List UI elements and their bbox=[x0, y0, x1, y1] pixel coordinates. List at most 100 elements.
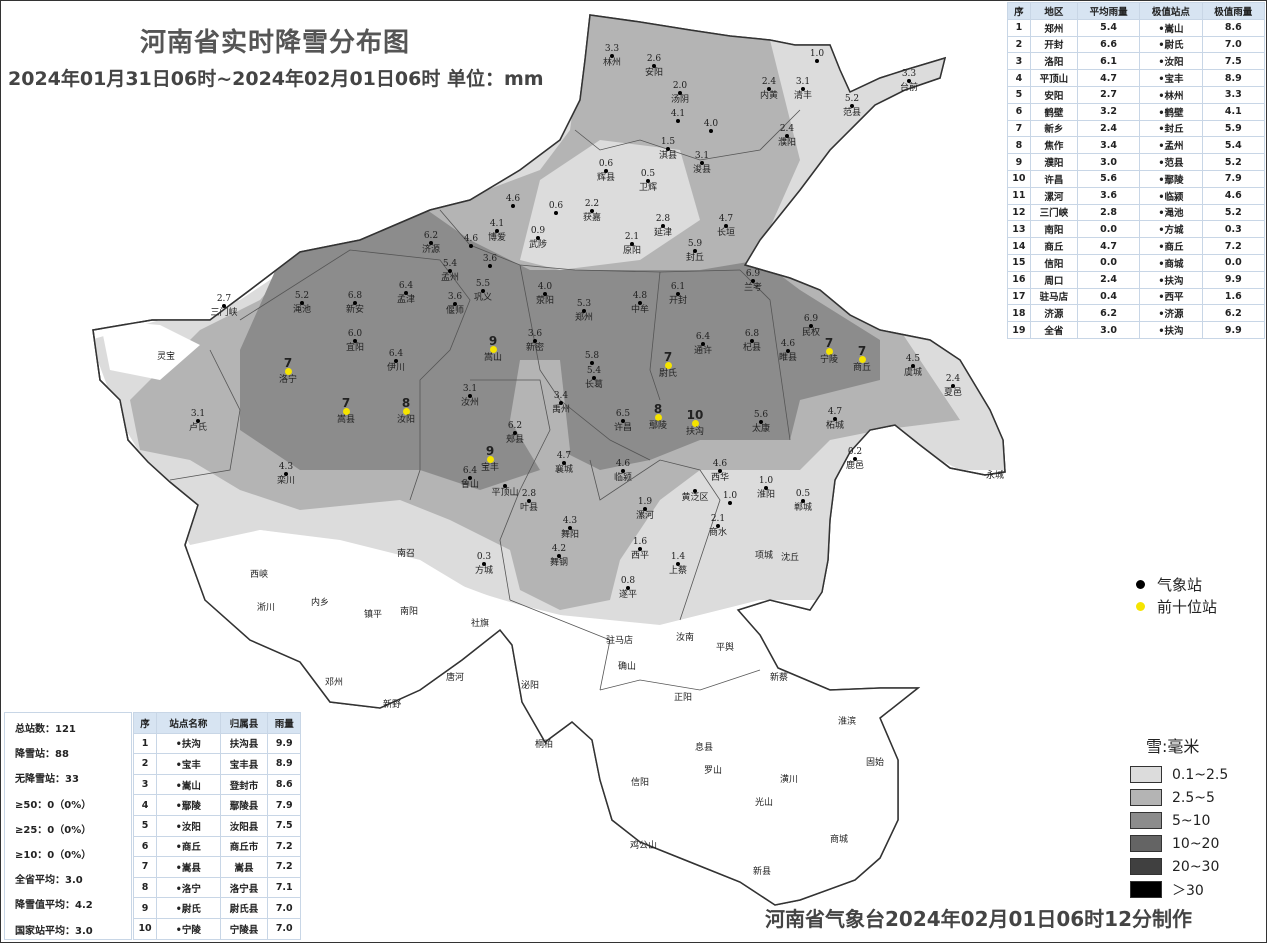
place-label: 南召 bbox=[397, 549, 416, 559]
legend-label: 气象站 bbox=[1157, 575, 1203, 594]
station-dot-icon bbox=[850, 104, 854, 108]
top-station-marker: 7 商丘 bbox=[842, 345, 882, 373]
station-name: 尉氏 bbox=[658, 369, 677, 379]
station-dot-icon bbox=[678, 91, 682, 95]
place-label: 汝南 bbox=[676, 633, 695, 643]
column-header: 雨量 bbox=[267, 712, 301, 734]
station-value: 5.4 bbox=[586, 366, 602, 376]
station-legend: 气象站 前十位站 bbox=[1136, 573, 1217, 617]
table-row: 14 商丘 4.7 •商丘 7.2 bbox=[1007, 237, 1266, 255]
station-marker: 2.7 三门峡 bbox=[204, 294, 244, 318]
station-name: 许昌 bbox=[613, 423, 632, 433]
station-marker: 3.1 卢氏 bbox=[178, 409, 218, 433]
station-name: 浚县 bbox=[692, 165, 711, 175]
table-cell: 商丘市 bbox=[219, 835, 269, 858]
station-dot-icon bbox=[536, 236, 540, 240]
station-value: 5.2 bbox=[844, 94, 860, 104]
station-value: 9 bbox=[485, 444, 495, 458]
legend-swatch bbox=[1130, 812, 1162, 829]
table-row: 6 •商丘 商丘市 7.2 bbox=[132, 835, 301, 858]
table-cell: 0.0 bbox=[1076, 253, 1141, 272]
table-row: 13 南阳 0.0 •方城 0.3 bbox=[1007, 220, 1266, 239]
place-label: 灵宝 bbox=[157, 352, 176, 362]
table-cell: •汝阳 bbox=[156, 814, 221, 837]
table-cell: 三门峡 bbox=[1029, 203, 1078, 222]
table-cell: 0.4 bbox=[1076, 287, 1141, 306]
column-header: 地区 bbox=[1029, 2, 1078, 20]
table-cell: 7.2 bbox=[267, 835, 301, 858]
station-marker: 4.7 襄城 bbox=[544, 451, 584, 475]
station-value: 6.9 bbox=[745, 269, 761, 279]
snow-legend: 雪:毫米 0.1~2.5 2.5~5 5~10 10~20 20~30 ＞30 bbox=[1130, 733, 1228, 901]
table-cell: 6.2 bbox=[1076, 304, 1141, 323]
station-marker: 4.8 中牟 bbox=[620, 291, 660, 315]
station-dot-icon bbox=[196, 419, 200, 423]
table-cell: 1 bbox=[132, 732, 158, 755]
table-cell: 4 bbox=[1007, 69, 1031, 87]
station-dot-icon bbox=[801, 87, 805, 91]
station-dot-icon bbox=[701, 342, 705, 346]
station-value: 0.5 bbox=[640, 169, 656, 179]
station-value: 5.3 bbox=[576, 299, 592, 309]
station-value: 3.3 bbox=[604, 44, 620, 54]
table-row: 7 新乡 2.4 •封丘 5.9 bbox=[1007, 119, 1266, 138]
table-cell: 南阳 bbox=[1029, 220, 1078, 239]
station-dot-icon bbox=[562, 461, 566, 465]
station-name: 平顶山 bbox=[491, 488, 519, 498]
top-station-dot-icon bbox=[1136, 601, 1145, 611]
station-dot-icon bbox=[300, 301, 304, 305]
station-dot-icon bbox=[652, 64, 656, 68]
station-name: 安阳 bbox=[644, 68, 663, 78]
station-name: 方城 bbox=[474, 566, 493, 576]
page-subtitle: 2024年01月31日06时~2024年02月01日06时 单位：mm bbox=[8, 68, 544, 90]
station-name: 漯河 bbox=[635, 511, 654, 521]
station-name: 虞城 bbox=[903, 368, 922, 378]
table-cell: 12 bbox=[1007, 203, 1031, 222]
table-cell: 尉氏县 bbox=[219, 897, 269, 919]
station-value: 2.8 bbox=[521, 489, 537, 499]
table-cell: 新乡 bbox=[1029, 119, 1078, 138]
station-dot-icon bbox=[482, 562, 486, 566]
table-cell: 7.5 bbox=[267, 814, 301, 837]
table-cell: 0.3 bbox=[1201, 220, 1266, 239]
station-marker: 0.3 方城 bbox=[464, 552, 504, 576]
station-marker: 2.1 原阳 bbox=[612, 232, 652, 256]
legend-item-station: 气象站 bbox=[1136, 573, 1217, 595]
statistics-panel: 总站数：121 降雪站：88 无降雪站：33 ≥50：0（0%） ≥25：0（0%） ≥1… bbox=[4, 712, 132, 940]
place-label: 社旗 bbox=[471, 619, 490, 629]
table-cell: •渑池 bbox=[1139, 203, 1203, 222]
table-row: 1 郑州 5.4 •嵩山 8.6 bbox=[1007, 18, 1266, 37]
top-station-marker: 8 鄢陵 bbox=[638, 403, 678, 431]
station-name: 柘城 bbox=[825, 421, 844, 431]
station-dot-icon bbox=[751, 279, 755, 283]
table-cell: 信阳 bbox=[1029, 253, 1078, 272]
station-value: 3.1 bbox=[462, 384, 478, 394]
station-marker: 4.6 睢县 bbox=[768, 339, 808, 363]
table-cell: 5 bbox=[132, 814, 158, 837]
place-label: 永城 bbox=[986, 471, 1005, 481]
table-cell: 8.9 bbox=[1201, 69, 1266, 87]
legend-label: 5~10 bbox=[1172, 812, 1211, 829]
station-marker: 4.2 舞钢 bbox=[539, 544, 579, 568]
station-dot-icon bbox=[222, 304, 226, 308]
top-station-marker: 9 宝丰 bbox=[470, 444, 510, 473]
station-value bbox=[675, 479, 715, 489]
station-marker: 0.6 辉县 bbox=[586, 159, 626, 183]
station-dot-icon bbox=[557, 554, 561, 558]
station-name: 渑池 bbox=[292, 305, 311, 315]
station-value: 4.3 bbox=[278, 462, 294, 472]
legend-item: 5~10 bbox=[1130, 809, 1228, 832]
station-name: 宝丰 bbox=[480, 463, 499, 473]
station-dot-icon bbox=[590, 209, 594, 213]
legend-swatch bbox=[1130, 881, 1162, 898]
table-cell: 11 bbox=[1007, 186, 1031, 205]
station-dot-icon bbox=[638, 547, 642, 551]
station-value: 7 bbox=[824, 336, 834, 350]
station-dot-icon bbox=[488, 264, 492, 268]
station-marker: 6.4 孟津 bbox=[386, 281, 426, 305]
table-cell: 7 bbox=[132, 856, 158, 878]
station-name: 汝阳 bbox=[396, 415, 415, 425]
table-row: 3 •嵩山 登封市 8.6 bbox=[132, 773, 301, 796]
table-cell: 平顶山 bbox=[1029, 69, 1078, 87]
table-cell: 洛阳 bbox=[1029, 52, 1078, 71]
